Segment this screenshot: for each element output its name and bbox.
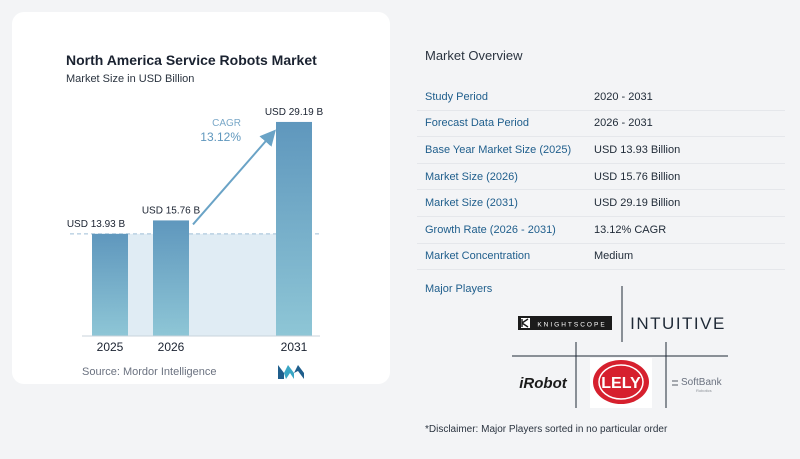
bar-2026 <box>153 220 189 336</box>
x-tick-label-2031: 2031 <box>281 340 308 354</box>
overview-value: USD 29.19 Billion <box>594 197 681 210</box>
overview-row: Market Size (2031) USD 29.19 Billion <box>417 190 785 217</box>
overview-row: Market Size (2026) USD 15.76 Billion <box>417 164 785 191</box>
chart-subtitle: Market Size in USD Billion <box>66 73 195 85</box>
overview-row: Base Year Market Size (2025) USD 13.93 B… <box>417 137 785 164</box>
mordor-intelligence-logo-icon <box>278 365 304 379</box>
overview-label: Market Size (2031) <box>425 197 518 210</box>
overview-row: Growth Rate (2026 - 2031) 13.12% CAGR <box>417 217 785 244</box>
overview-label: Market Concentration <box>425 250 531 263</box>
overview-row: Forecast Data Period 2026 - 2031 <box>417 111 785 138</box>
bar-2031 <box>276 121 312 336</box>
cagr-arrow <box>192 129 276 226</box>
disclaimer-text: *Disclaimer: Major Players sorted in no … <box>425 424 668 435</box>
cagr-label: CAGR <box>212 118 241 129</box>
market-overview-title: Market Overview <box>425 48 523 63</box>
knightscope-logo-text: KNIGHTSCOPE <box>537 322 606 329</box>
bar-2025 <box>92 233 128 336</box>
x-tick-label-2026: 2026 <box>158 340 185 354</box>
overview-value: USD 15.76 Billion <box>594 170 681 183</box>
overview-value: 2020 - 2031 <box>594 90 653 103</box>
bar-chart: USD 13.93 B 2025 USD 15.76 B 2026 USD 29.19 … <box>67 107 324 354</box>
softbank-logo-subtext: Robotics <box>696 388 712 393</box>
x-tick-label-2025: 2025 <box>97 340 124 354</box>
bar-value-label-2025: USD 13.93 B <box>67 219 126 230</box>
overview-label: Market Size (2026) <box>425 170 518 183</box>
lely-logo: LELY <box>590 358 652 408</box>
overview-label: Growth Rate (2026 - 2031) <box>425 223 556 236</box>
overview-label: Forecast Data Period <box>425 117 529 130</box>
knightscope-logo: KNIGHTSCOPE <box>518 316 612 330</box>
overview-value: 2026 - 2031 <box>594 117 653 130</box>
major-players-logos: KNIGHTSCOPE INTUITIVE iRobot LELY SoftBa… <box>512 286 728 408</box>
overview-label: Base Year Market Size (2025) <box>425 143 572 156</box>
softbank-logo: SoftBank Robotics <box>672 377 723 393</box>
overview-row: Market Concentration Medium <box>417 244 785 271</box>
irobot-logo-text: iRobot <box>519 375 567 392</box>
overview-row: Study Period 2020 - 2031 <box>417 84 785 111</box>
major-players-title: Major Players <box>425 283 493 295</box>
overview-value: 13.12% CAGR <box>594 223 667 236</box>
cagr-value: 13.12% <box>200 130 241 144</box>
overview-label: Study Period <box>425 90 488 103</box>
overview-value: Medium <box>594 250 634 263</box>
chart-title: North America Service Robots Market <box>66 52 317 68</box>
intuitive-logo-text: INTUITIVE <box>630 314 726 333</box>
softbank-logo-text: SoftBank <box>681 377 723 388</box>
source-text: Source: Mordor Intelligence <box>82 366 217 378</box>
market-overview-table: Study Period 2020 - 2031 Forecast Data P… <box>417 84 785 271</box>
bar-value-label-2026: USD 15.76 B <box>142 205 201 216</box>
overview-value: USD 13.93 Billion <box>594 143 681 156</box>
bar-value-label-2031: USD 29.19 B <box>265 107 324 118</box>
lely-logo-text: LELY <box>601 375 641 392</box>
